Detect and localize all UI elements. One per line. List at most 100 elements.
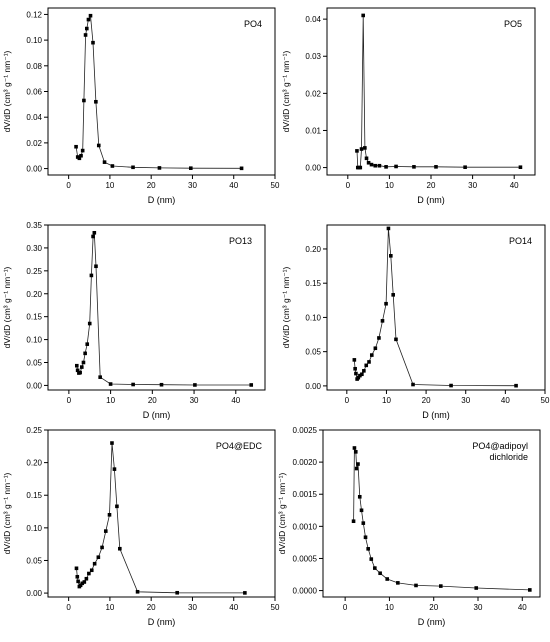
data-point	[357, 495, 362, 499]
x-tick-label: 30	[190, 396, 199, 405]
data-point	[385, 577, 390, 581]
y-axis-label: dV/dD (cm³ g⁻¹ nm⁻¹)	[2, 266, 12, 348]
x-tick-label: 20	[147, 181, 156, 190]
data-point	[103, 529, 108, 533]
data-point	[110, 164, 115, 168]
data-point	[74, 363, 79, 368]
data-point	[351, 519, 356, 524]
x-tick-label: 30	[188, 181, 197, 190]
data-point	[86, 17, 91, 22]
y-tick-label: 0.25	[26, 267, 42, 276]
data-point	[367, 360, 371, 364]
panel-title: PO4	[244, 19, 262, 29]
y-tick-label: 0.0020	[293, 458, 318, 467]
x-tick-label: 40	[229, 603, 238, 612]
panel-title-line: dichloride	[489, 452, 528, 462]
y-tick-label: 0.10	[305, 313, 321, 322]
x-tick-label: 20	[422, 396, 431, 405]
y-tick-label: 0.03	[305, 52, 321, 61]
plot-frame	[47, 429, 276, 598]
data-point	[411, 382, 415, 387]
y-tick-label: 0.02	[26, 139, 42, 148]
x-tick-label: 10	[382, 396, 391, 405]
data-point	[363, 535, 368, 540]
chart-panel-1: 0 10 20 30 40 50 0.00 0.02 0.04 0.06 0.08 0.10 0.12 D…	[2, 7, 280, 205]
data-point	[361, 521, 366, 525]
series-line	[75, 14, 242, 169]
data-point	[78, 370, 82, 375]
x-tick-label: 0	[346, 181, 351, 190]
data-point	[463, 165, 467, 170]
data-point	[373, 346, 378, 351]
data-point	[366, 160, 371, 165]
x-tick-label: 40	[501, 396, 510, 405]
series-line	[76, 442, 245, 594]
data-point	[75, 574, 80, 579]
y-tick-label: 0.10	[26, 36, 42, 45]
data-point	[157, 166, 162, 170]
data-point	[239, 166, 244, 171]
data-point	[112, 467, 117, 471]
panel-title: PO4@EDC	[216, 441, 263, 451]
data-point	[135, 589, 140, 594]
data-point	[92, 230, 97, 235]
y-axis-label: dV/dD (cm³ g⁻¹ nm⁻¹)	[277, 472, 287, 554]
data-point	[361, 13, 365, 18]
data-point	[378, 571, 382, 576]
data-point	[118, 546, 122, 551]
y-tick-label: 0.04	[305, 15, 321, 24]
data-point	[81, 360, 86, 365]
chart-panel-3: 0 10 20 30 40 0.00 0.05 0.10 0.15 0.20 0.25 0.30 0.3…	[2, 221, 266, 420]
data-point	[107, 513, 112, 517]
data-point	[89, 568, 94, 573]
data-point	[82, 580, 87, 584]
data-point	[189, 166, 193, 170]
y-tick-label: 0.15	[26, 313, 42, 322]
data-point	[131, 382, 135, 387]
data-point	[83, 351, 87, 356]
data-point	[369, 353, 374, 357]
data-point	[474, 586, 479, 590]
data-point	[100, 545, 104, 550]
data-point	[78, 583, 83, 588]
y-tick-label: 0.20	[26, 290, 42, 299]
y-tick-label: 0.00	[26, 589, 42, 598]
data-point	[414, 583, 418, 588]
data-point	[364, 156, 369, 161]
data-point	[355, 149, 359, 153]
y-tick-label: 0.15	[26, 491, 42, 500]
panel-title: PO5	[504, 19, 522, 29]
x-axis-label: D (nm)	[148, 617, 176, 627]
y-axis-label: dV/dD (cm³ g⁻¹ nm⁻¹)	[2, 472, 12, 554]
y-tick-label: 0.00	[305, 164, 321, 173]
y-tick-label: 0.20	[305, 245, 321, 254]
data-point	[115, 504, 119, 509]
y-tick-label: 0.00	[26, 165, 42, 174]
data-point	[369, 162, 374, 167]
data-point	[87, 571, 91, 576]
data-point	[352, 446, 357, 450]
data-point	[96, 143, 101, 148]
data-point	[80, 365, 84, 369]
data-point	[514, 383, 518, 388]
data-point	[193, 383, 197, 387]
x-tick-label: 20	[429, 603, 438, 612]
x-tick-label: 50	[271, 181, 280, 190]
x-tick-label: 30	[474, 603, 483, 612]
chart-panel-6: 0 10 20 30 40 0.0000 0.0005 0.0010 0.0015 0.0020 0…	[277, 426, 541, 627]
data-point	[373, 163, 378, 168]
y-tick-label: 0.25	[26, 426, 42, 435]
y-tick-label: 0.0025	[293, 426, 318, 435]
x-tick-label: 10	[385, 603, 394, 612]
data-point	[360, 372, 364, 377]
data-point	[76, 579, 80, 584]
data-point	[79, 153, 83, 158]
data-point	[91, 234, 95, 239]
y-axis-label: dV/dD (cm³ g⁻¹ nm⁻¹)	[281, 50, 291, 132]
x-tick-label: 50	[541, 396, 550, 405]
data-point	[96, 555, 101, 560]
y-tick-label: 0.04	[26, 113, 42, 122]
data-point	[366, 547, 370, 551]
data-point	[102, 160, 107, 164]
